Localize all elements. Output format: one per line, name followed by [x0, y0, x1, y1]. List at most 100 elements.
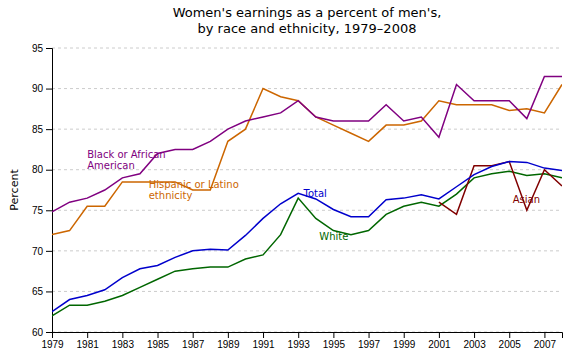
annotation-line: Hispanic or Latino — [149, 179, 239, 190]
tick: 2003 — [463, 332, 486, 350]
annotation-line: Asian — [513, 194, 540, 205]
tick-mark — [46, 210, 52, 211]
tick: 1997 — [358, 332, 381, 350]
chart-container: 1979 1981 1983 1985 1987 1989 1991 1993 1995 1997… — [0, 0, 580, 360]
tick: 95 — [32, 43, 52, 54]
tick-mark — [46, 332, 52, 333]
tick: 1995 — [323, 332, 346, 350]
tick-mark — [46, 89, 52, 90]
annotation: Hispanic or Latinoethnicity — [149, 179, 239, 201]
series-line — [439, 162, 562, 215]
annotation: Asian — [513, 194, 540, 205]
tick-mark — [46, 251, 52, 252]
tick-label: 1995 — [323, 339, 346, 350]
series-line — [52, 171, 562, 315]
tick-label: 1981 — [77, 339, 100, 350]
tick-mark — [228, 332, 229, 338]
tick: 1983 — [112, 332, 135, 350]
tick: 1979 — [41, 332, 64, 350]
tick: 2007 — [534, 332, 557, 350]
tick-label: 85 — [32, 124, 44, 135]
tick-label: 70 — [32, 246, 44, 257]
grid-line — [52, 210, 562, 211]
tick-mark — [122, 332, 123, 338]
tick: 90 — [32, 83, 52, 94]
annotation: White — [319, 231, 348, 242]
tick: 1981 — [77, 332, 100, 350]
annotations: Black or AfricanAmerican Hispanic or Lati… — [87, 149, 540, 241]
title: Women's earnings as a percent of men's,b… — [173, 5, 442, 36]
tick: 1999 — [393, 332, 416, 350]
series-line — [52, 76, 562, 212]
annotation-line: Black or African — [87, 149, 166, 160]
tick: 1989 — [217, 332, 240, 350]
series-line — [52, 162, 562, 312]
tick-mark — [298, 332, 299, 338]
tick: 60 — [32, 327, 52, 338]
tick-label: 80 — [32, 164, 44, 175]
tick-mark — [544, 332, 545, 338]
grid-line — [52, 48, 562, 49]
grid-line — [52, 250, 562, 251]
grid — [52, 48, 562, 332]
tick: 80 — [32, 164, 52, 175]
title-line: Women's earnings as a percent of men's, — [173, 5, 442, 20]
tick-mark — [46, 129, 52, 130]
tick-label: 95 — [32, 43, 44, 54]
chart-svg: 1979 1981 1983 1985 1987 1989 1991 1993 1995 1997… — [0, 0, 580, 360]
tick-label: 1997 — [358, 339, 381, 350]
tick-label: 75 — [32, 205, 44, 216]
annotation-line: ethnicity — [149, 190, 193, 201]
tick-label: 90 — [32, 83, 44, 94]
tick-mark — [46, 48, 52, 49]
tick-label: 1993 — [288, 339, 311, 350]
annotation-line: American — [87, 160, 135, 171]
tick: 70 — [32, 246, 52, 257]
tick: 85 — [32, 124, 52, 135]
tick: 75 — [32, 205, 52, 216]
tick-label: 65 — [32, 286, 44, 297]
annotation: Black or AfricanAmerican — [87, 149, 166, 171]
tick: 1993 — [288, 332, 311, 350]
tick: 1991 — [252, 332, 275, 350]
tick-mark — [369, 332, 370, 338]
tick: 1987 — [182, 332, 205, 350]
y-axis-title: Percent — [8, 169, 21, 211]
y-axis: 60 65 70 75 80 85 90 95 — [32, 43, 53, 338]
series-line — [52, 85, 562, 235]
tick-label: 1999 — [393, 339, 416, 350]
tick: 65 — [32, 286, 52, 297]
tick: 2001 — [428, 332, 451, 350]
x-axis: 1979 1981 1983 1985 1987 1989 1991 1993 1995 1997… — [41, 332, 562, 350]
tick-mark — [46, 291, 52, 292]
tick-label: 1979 — [41, 339, 64, 350]
tick-mark — [46, 170, 52, 171]
tick-label: 1987 — [182, 339, 205, 350]
grid-line — [52, 291, 562, 292]
tick-mark — [263, 332, 264, 338]
tick-mark — [193, 332, 194, 338]
tick-mark — [474, 332, 475, 338]
tick-mark — [509, 332, 510, 338]
tick-label: 1991 — [252, 339, 275, 350]
axis-line — [46, 49, 53, 333]
grid-line — [52, 88, 562, 89]
tick: 2005 — [499, 332, 522, 350]
grid-line — [52, 129, 562, 130]
tick-label: 2003 — [463, 339, 486, 350]
axis-line — [53, 333, 563, 339]
annotation-line: Total — [302, 188, 326, 199]
tick-label: 2007 — [534, 339, 557, 350]
tick-mark — [158, 332, 159, 338]
tick-label: 2005 — [499, 339, 522, 350]
annotation: Total — [302, 188, 326, 199]
tick-label: 1985 — [147, 339, 170, 350]
tick-label: 1989 — [217, 339, 240, 350]
lines — [52, 76, 562, 315]
title-line: by race and ethnicity, 1979–2008 — [198, 21, 417, 36]
tick-mark — [404, 332, 405, 338]
plot-area: 1979 1981 1983 1985 1987 1989 1991 1993 1995 1997… — [32, 43, 563, 350]
tick-mark — [333, 332, 334, 338]
tick-mark — [439, 332, 440, 338]
annotation-line: White — [319, 231, 348, 242]
